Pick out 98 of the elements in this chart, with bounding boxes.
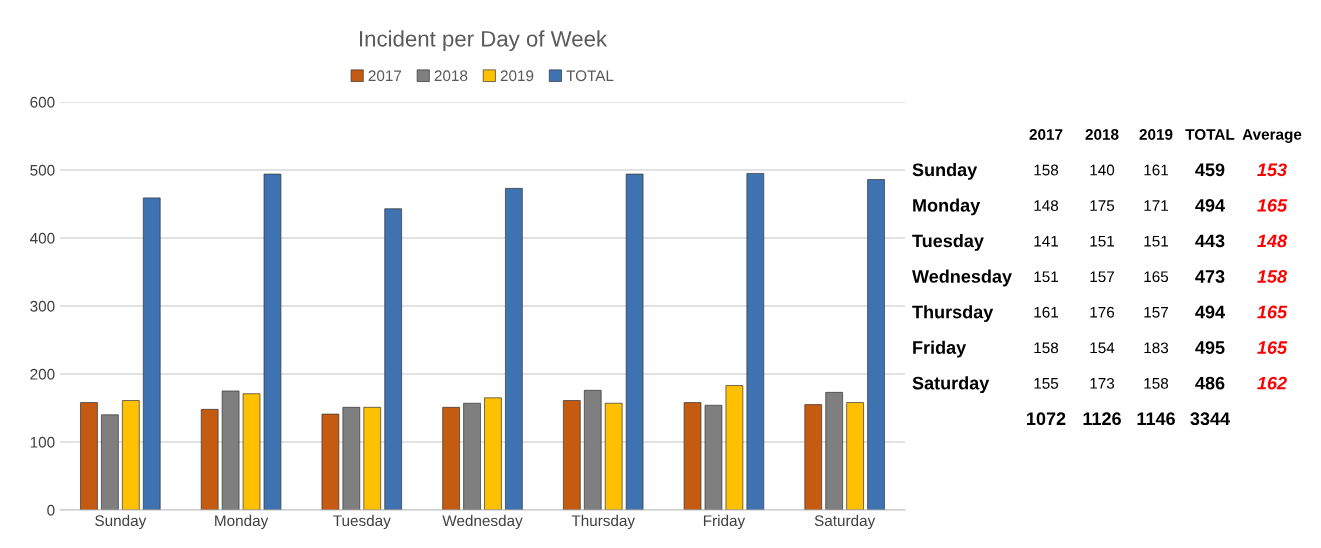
text: 2018	[1085, 129, 1119, 140]
bar	[463, 402, 481, 510]
data-label: 140	[1090, 164, 1115, 176]
data-label: 473	[1195, 270, 1225, 283]
data-label: 176	[1090, 306, 1115, 318]
data-label: 165	[1257, 341, 1288, 354]
category-label: Friday	[913, 340, 967, 358]
bar	[342, 406, 361, 510]
data-label: 162	[1257, 376, 1287, 390]
data-label: 171	[1144, 200, 1168, 211]
bar	[704, 404, 723, 510]
y-tick-label: 600	[30, 96, 55, 108]
data-label: 155	[1034, 378, 1059, 389]
category-label: Wednesday	[912, 269, 1012, 287]
bar	[583, 389, 602, 510]
bar	[384, 208, 402, 510]
text: 2019	[1139, 129, 1173, 140]
y-tick-label: 300	[30, 300, 55, 312]
legend-label: 2019	[500, 70, 534, 82]
data-label: 161	[1034, 306, 1058, 318]
data-label: 148	[1257, 234, 1288, 248]
x-tick-label: Tuesday	[333, 514, 391, 530]
bar	[221, 390, 240, 510]
text: 1126	[1083, 412, 1121, 426]
data-label: 183	[1144, 342, 1169, 354]
data-label: 158	[1034, 342, 1059, 354]
text: 2017	[1029, 129, 1063, 140]
text: Average	[1242, 129, 1302, 143]
data-label: 175	[1090, 200, 1115, 211]
bar	[825, 392, 843, 510]
x-tick-label: Wednesday	[442, 514, 523, 530]
category-label: Monday	[913, 198, 981, 216]
bar	[804, 404, 823, 510]
x-tick-label: Monday	[215, 514, 269, 530]
bar	[683, 402, 702, 510]
data-label: 153	[1257, 163, 1287, 177]
y-tick-label: 500	[30, 164, 55, 176]
bar	[563, 400, 581, 510]
data-label: 494	[1195, 198, 1225, 212]
bar	[505, 188, 523, 510]
data-label: 165	[1144, 271, 1169, 283]
bar	[200, 409, 219, 510]
bar	[442, 406, 460, 510]
y-tick-label: 400	[30, 232, 55, 244]
bar	[746, 173, 765, 510]
data-label: 459	[1195, 163, 1225, 177]
legend-label: 2017	[368, 70, 402, 82]
data-label: 495	[1195, 341, 1225, 354]
category-label: Thursday	[912, 305, 994, 322]
bar	[484, 397, 502, 510]
data-label: 165	[1257, 305, 1288, 319]
data-label: 151	[1090, 235, 1114, 247]
data-label: 165	[1257, 198, 1288, 212]
text: TOTAL	[1185, 129, 1235, 140]
bar	[142, 197, 161, 510]
data-label: 148	[1034, 200, 1059, 211]
data-label: 157	[1144, 307, 1168, 318]
data-label: 158	[1034, 164, 1059, 176]
chart-title: Incident per Day of Week	[360, 30, 608, 52]
bar	[363, 406, 382, 510]
text: 1072	[1027, 412, 1066, 426]
y-tick-label: 200	[30, 368, 55, 380]
data-label: 151	[1034, 271, 1058, 283]
data-label: 494	[1195, 305, 1225, 319]
category-label: Sunday	[912, 162, 978, 180]
x-tick-label: Friday	[703, 514, 746, 530]
bar	[321, 413, 340, 510]
category-label: Tuesday	[912, 234, 984, 251]
y-tick-label: 100	[30, 436, 55, 448]
bar	[846, 402, 864, 510]
data-label: 157	[1090, 271, 1114, 283]
data-label: 158	[1144, 377, 1169, 389]
bar	[625, 173, 644, 510]
data-label: 141	[1034, 235, 1058, 247]
bar	[80, 402, 98, 510]
bar	[263, 173, 282, 510]
data-label: 173	[1090, 377, 1115, 389]
x-tick-label: Sunday	[95, 514, 147, 530]
legend-label: TOTAL	[566, 70, 614, 82]
category-label: Saturday	[912, 376, 990, 394]
text: 1146	[1137, 412, 1175, 426]
data-label: 158	[1257, 270, 1288, 283]
y-tick-label: 0	[47, 504, 55, 516]
bar	[242, 393, 261, 510]
text: 3344	[1190, 412, 1230, 426]
data-label: 161	[1144, 164, 1168, 176]
bar	[101, 414, 119, 510]
x-tick-label: Thursday	[571, 514, 636, 530]
legend-label: 2018	[434, 70, 468, 82]
bar	[867, 179, 885, 510]
x-tick-label: Saturday	[814, 514, 876, 530]
data-label: 151	[1144, 235, 1168, 247]
bar	[604, 402, 623, 510]
data-label: 486	[1195, 376, 1225, 390]
bar	[725, 385, 744, 510]
data-label: 443	[1195, 234, 1225, 248]
bar	[122, 400, 140, 510]
data-label: 154	[1090, 342, 1115, 354]
